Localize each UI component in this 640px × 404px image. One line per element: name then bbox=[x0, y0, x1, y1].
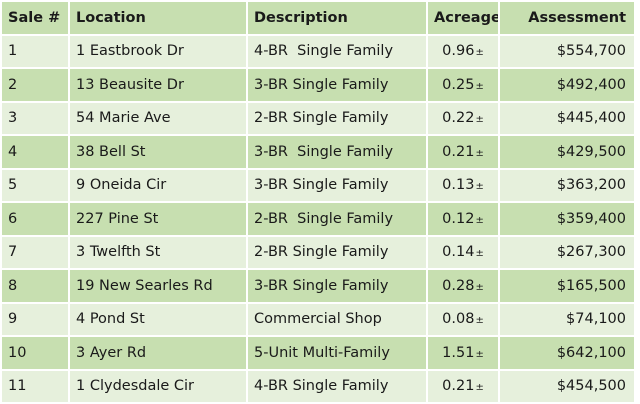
approximate-sign: ± bbox=[475, 348, 484, 360]
acreage-value: 0.14 bbox=[442, 244, 475, 261]
assessment-cell: $74,100 bbox=[498, 301, 636, 337]
approximate-sign: ± bbox=[475, 147, 484, 159]
assessment-cell: $267,300 bbox=[498, 234, 636, 270]
table-row: 2 13 Beausite Dr 3-BR Single Family 0.25± $4… bbox=[0, 67, 636, 103]
acreage-cell: 0.96± bbox=[426, 33, 500, 69]
location-cell: 1 Clydesdale Cir bbox=[68, 368, 248, 404]
acreage-cell: 0.12± bbox=[426, 201, 500, 237]
location-cell: 54 Marie Ave bbox=[68, 100, 248, 136]
sale-number-cell: 9 bbox=[0, 301, 70, 337]
acreage-cell: 0.14± bbox=[426, 234, 500, 270]
assessment-cell: $492,400 bbox=[498, 67, 636, 103]
description-cell: 3-BR Single Family bbox=[246, 268, 428, 304]
header-acreage: Acreage bbox=[426, 0, 500, 36]
table-row: 6 227 Pine St 2-BR Single Family 0.12± $359,… bbox=[0, 201, 636, 237]
description-cell: 3-BR Single Family bbox=[246, 134, 428, 170]
acreage-cell: 0.21± bbox=[426, 368, 500, 404]
assessment-cell: $445,400 bbox=[498, 100, 636, 136]
assessment-cell: $554,700 bbox=[498, 33, 636, 69]
acreage-value: 1.51 bbox=[442, 344, 475, 361]
sale-number-cell: 5 bbox=[0, 167, 70, 203]
acreage-value: 0.13 bbox=[442, 177, 475, 194]
acreage-cell: 0.13± bbox=[426, 167, 500, 203]
acreage-value: 0.21 bbox=[442, 378, 475, 395]
assessment-cell: $359,400 bbox=[498, 201, 636, 237]
location-cell: 3 Ayer Rd bbox=[68, 335, 248, 371]
sale-number-cell: 7 bbox=[0, 234, 70, 270]
approximate-sign: ± bbox=[475, 114, 484, 126]
location-cell: 9 Oneida Cir bbox=[68, 167, 248, 203]
description-cell: 4-BR Single Family bbox=[246, 33, 428, 69]
approximate-sign: ± bbox=[475, 80, 484, 92]
table-row: 10 3 Ayer Rd 5-Unit Multi-Family 1.51± $642,… bbox=[0, 335, 636, 371]
assessment-cell: $454,500 bbox=[498, 368, 636, 404]
acreage-cell: 0.25± bbox=[426, 67, 500, 103]
acreage-value: 0.08 bbox=[442, 311, 475, 328]
approximate-sign: ± bbox=[475, 47, 484, 59]
sale-number-cell: 4 bbox=[0, 134, 70, 170]
sale-number-cell: 3 bbox=[0, 100, 70, 136]
description-cell: Commercial Shop bbox=[246, 301, 428, 337]
location-cell: 1 Eastbrook Dr bbox=[68, 33, 248, 69]
acreage-value: 0.28 bbox=[442, 277, 475, 294]
location-cell: 227 Pine St bbox=[68, 201, 248, 237]
sale-number-cell: 2 bbox=[0, 67, 70, 103]
description-cell: 2-BR Single Family bbox=[246, 201, 428, 237]
table-row: 8 19 New Searles Rd 3-BR Single Family 0.28… bbox=[0, 268, 636, 304]
assessment-cell: $363,200 bbox=[498, 167, 636, 203]
table-row: 11 1 Clydesdale Cir 4-BR Single Family 0.21… bbox=[0, 368, 636, 404]
location-cell: 3 Twelfth St bbox=[68, 234, 248, 270]
description-cell: 3-BR Single Family bbox=[246, 167, 428, 203]
assessment-cell: $165,500 bbox=[498, 268, 636, 304]
header-description: Description bbox=[246, 0, 428, 36]
sale-number-cell: 6 bbox=[0, 201, 70, 237]
header-location: Location bbox=[68, 0, 248, 36]
header-row: Sale # Location Description Acreage Asse… bbox=[0, 0, 636, 36]
approximate-sign: ± bbox=[475, 248, 484, 260]
header-assessment: Assessment bbox=[498, 0, 636, 36]
approximate-sign: ± bbox=[475, 181, 484, 193]
location-cell: 4 Pond St bbox=[68, 301, 248, 337]
description-cell: 3-BR Single Family bbox=[246, 67, 428, 103]
assessment-cell: $429,500 bbox=[498, 134, 636, 170]
sale-number-cell: 8 bbox=[0, 268, 70, 304]
acreage-cell: 0.22± bbox=[426, 100, 500, 136]
acreage-value: 0.96 bbox=[442, 43, 475, 60]
description-cell: 5-Unit Multi-Family bbox=[246, 335, 428, 371]
acreage-value: 0.21 bbox=[442, 143, 475, 160]
header-sale-number: Sale # bbox=[0, 0, 70, 36]
approximate-sign: ± bbox=[475, 214, 484, 226]
approximate-sign: ± bbox=[475, 281, 484, 293]
acreage-value: 0.12 bbox=[442, 210, 475, 227]
location-cell: 19 New Searles Rd bbox=[68, 268, 248, 304]
sale-number-cell: 1 bbox=[0, 33, 70, 69]
location-cell: 38 Bell St bbox=[68, 134, 248, 170]
acreage-cell: 0.28± bbox=[426, 268, 500, 304]
description-cell: 2-BR Single Family bbox=[246, 234, 428, 270]
sale-number-cell: 10 bbox=[0, 335, 70, 371]
description-cell: 4-BR Single Family bbox=[246, 368, 428, 404]
acreage-value: 0.22 bbox=[442, 110, 475, 127]
location-cell: 13 Beausite Dr bbox=[68, 67, 248, 103]
table-row: 3 54 Marie Ave 2-BR Single Family 0.22± $445… bbox=[0, 100, 636, 136]
acreage-cell: 0.08± bbox=[426, 301, 500, 337]
sale-number-cell: 11 bbox=[0, 368, 70, 404]
approximate-sign: ± bbox=[475, 315, 484, 327]
description-cell: 2-BR Single Family bbox=[246, 100, 428, 136]
acreage-value: 0.25 bbox=[442, 76, 475, 93]
approximate-sign: ± bbox=[475, 382, 484, 394]
assessment-cell: $642,100 bbox=[498, 335, 636, 371]
table-row: 4 38 Bell St 3-BR Single Family 0.21± $429,5… bbox=[0, 134, 636, 170]
acreage-cell: 0.21± bbox=[426, 134, 500, 170]
acreage-cell: 1.51± bbox=[426, 335, 500, 371]
